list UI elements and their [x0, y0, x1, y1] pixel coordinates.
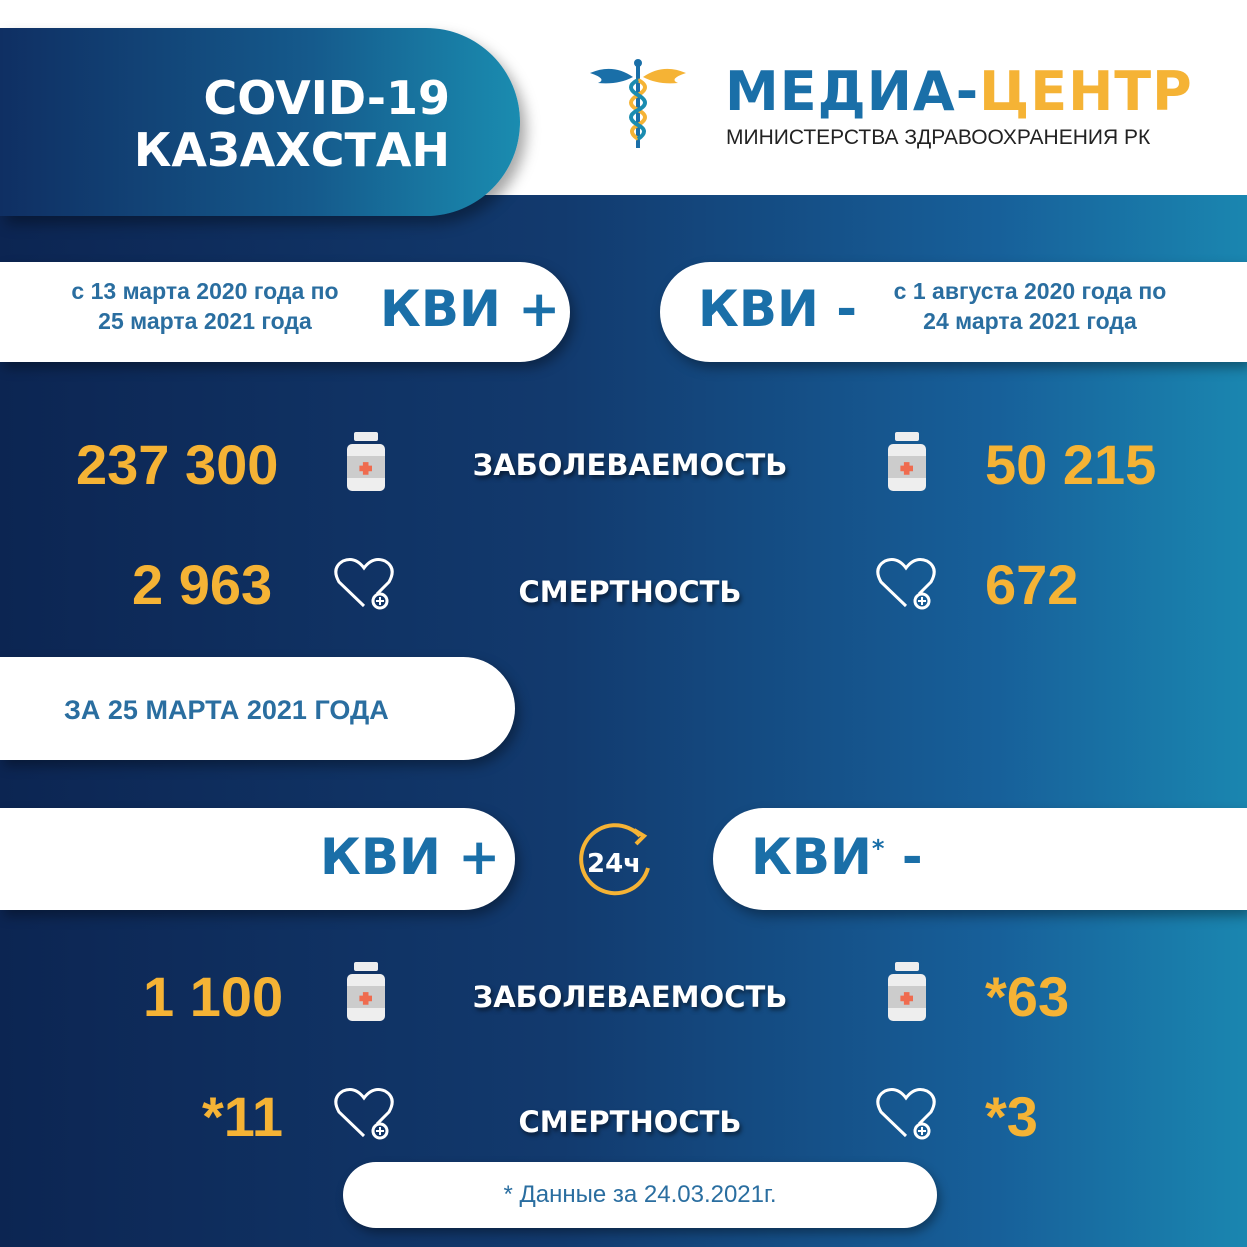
mortality-label: СМЕРТНОСТЬ	[518, 1105, 742, 1139]
date-pill	[0, 657, 515, 760]
plus-mortality-total: 2 963	[132, 553, 273, 616]
plus-incidence-daily: 1 100	[143, 965, 284, 1028]
plus-incidence-total: 237 300	[76, 433, 279, 496]
minus-incidence-total: 50 215	[985, 433, 1157, 496]
kvi-plus-label: КВИ +	[380, 280, 561, 338]
heart-plus-icon	[334, 558, 394, 610]
medicine-bottle-icon	[347, 432, 385, 491]
brand-subtitle: МИНИСТЕРСТВА ЗДРАВООХРАНЕНИЯ РК	[726, 126, 1151, 149]
minus-incidence-daily: *63	[985, 965, 1070, 1028]
kvi-plus-daily-label: КВИ +	[320, 828, 501, 886]
kvi-plus-daily-pill: КВИ +	[0, 808, 515, 910]
footnote: * Данные за 24.03.2021г.	[343, 1162, 937, 1228]
title-line2: КАЗАХСТАН	[133, 123, 450, 177]
kvi-minus-daily-pill: КВИ* -	[713, 808, 1247, 910]
title-banner: COVID-19 КАЗАХСТАН	[0, 28, 520, 216]
incidence-label: ЗАБОЛЕВАЕМОСТЬ	[472, 448, 788, 482]
mortality-label: СМЕРТНОСТЬ	[518, 575, 742, 609]
minus-mortality-total: 672	[985, 553, 1079, 616]
kvi-minus-cumulative-pill: КВИ - с 1 августа 2020 года по 24 марта 2…	[660, 262, 1247, 362]
medicine-bottle-icon	[888, 962, 926, 1021]
svg-text:24ч: 24ч	[587, 849, 641, 879]
minus-mortality-daily: *3	[985, 1085, 1038, 1148]
incidence-label: ЗАБОЛЕВАЕМОСТЬ	[472, 980, 788, 1014]
kvi-minus-daily-label: КВИ* -	[751, 828, 923, 886]
caduceus-icon	[590, 59, 686, 148]
24-hours-icon: 24ч	[579, 823, 650, 896]
heart-plus-icon	[876, 558, 936, 610]
title-line1: COVID-19	[203, 71, 451, 125]
kvi-plus-cumulative-pill: с 13 марта 2020 года по 25 марта 2021 год…	[0, 262, 570, 362]
plus-mortality-daily: *11	[202, 1085, 283, 1148]
heart-plus-icon	[334, 1088, 394, 1140]
kvi-minus-label: КВИ -	[698, 280, 857, 338]
brand-name: МЕДИА-ЦЕНТР	[725, 60, 1193, 123]
heart-plus-icon	[876, 1088, 936, 1140]
medicine-bottle-icon	[888, 432, 926, 491]
date-label: ЗА 25 МАРТА 2021 ГОДА	[64, 695, 389, 725]
medicine-bottle-icon	[347, 962, 385, 1021]
